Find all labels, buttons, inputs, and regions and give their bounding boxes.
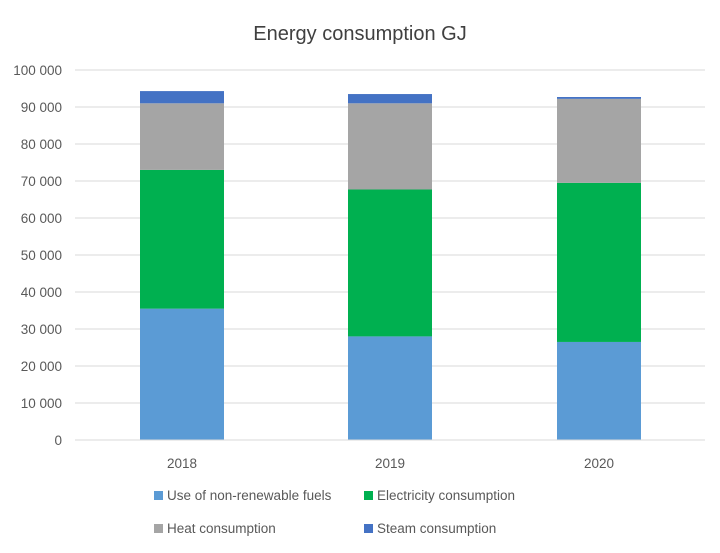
- legend-item: Electricity consumption: [364, 488, 515, 503]
- y-tick-label: 90 000: [21, 100, 62, 115]
- x-tick-label: 2019: [375, 456, 405, 471]
- y-tick-label: 20 000: [21, 359, 62, 374]
- bar-segment: [557, 97, 641, 99]
- y-tick-label: 10 000: [21, 396, 62, 411]
- y-tick-label: 30 000: [21, 322, 62, 337]
- bar-segment: [140, 308, 224, 440]
- y-tick-label: 60 000: [21, 211, 62, 226]
- bar-segment: [140, 91, 224, 104]
- legend-label: Heat consumption: [167, 521, 276, 536]
- y-tick-label: 50 000: [21, 248, 62, 263]
- bar-segment: [140, 169, 224, 309]
- bar-segment: [557, 98, 641, 183]
- y-tick-label: 100 000: [13, 63, 62, 78]
- bar-segment: [348, 103, 432, 190]
- legend-item: Steam consumption: [364, 521, 496, 536]
- x-tick-label: 2018: [167, 456, 197, 471]
- legend-item: Use of non-renewable fuels: [154, 488, 332, 503]
- y-axis-tick-labels: 0 10 000 20 000 30 000 40 000 50 000 60 000 70 …: [13, 63, 62, 448]
- bar-stack-2018: [140, 91, 224, 440]
- legend-swatch: [364, 491, 373, 500]
- bar-segment: [348, 94, 432, 104]
- x-axis-tick-labels: 2018 2019 2020: [167, 456, 614, 471]
- bar-segment: [348, 336, 432, 440]
- y-tick-label: 80 000: [21, 137, 62, 152]
- y-tick-label: 40 000: [21, 285, 62, 300]
- bar-segment: [348, 189, 432, 337]
- chart-title: Energy consumption GJ: [253, 23, 466, 45]
- y-tick-label: 70 000: [21, 174, 62, 189]
- legend-swatch: [154, 491, 163, 500]
- x-tick-label: 2020: [584, 456, 614, 471]
- bar-stack-2019: [348, 94, 432, 440]
- bar-stack-2020: [557, 97, 641, 440]
- y-tick-label: 0: [54, 433, 62, 448]
- legend-swatch: [364, 524, 373, 533]
- legend-label: Steam consumption: [377, 521, 496, 536]
- bar-segment: [557, 341, 641, 440]
- legend-label: Electricity consumption: [377, 488, 515, 503]
- legend-swatch: [154, 524, 163, 533]
- legend-item: Heat consumption: [154, 521, 276, 536]
- legend-label: Use of non-renewable fuels: [167, 488, 332, 503]
- legend: Use of non-renewable fuels Electricity co…: [154, 488, 515, 536]
- bar-segment: [557, 182, 641, 342]
- bar-segment: [140, 103, 224, 170]
- bars: [140, 91, 641, 440]
